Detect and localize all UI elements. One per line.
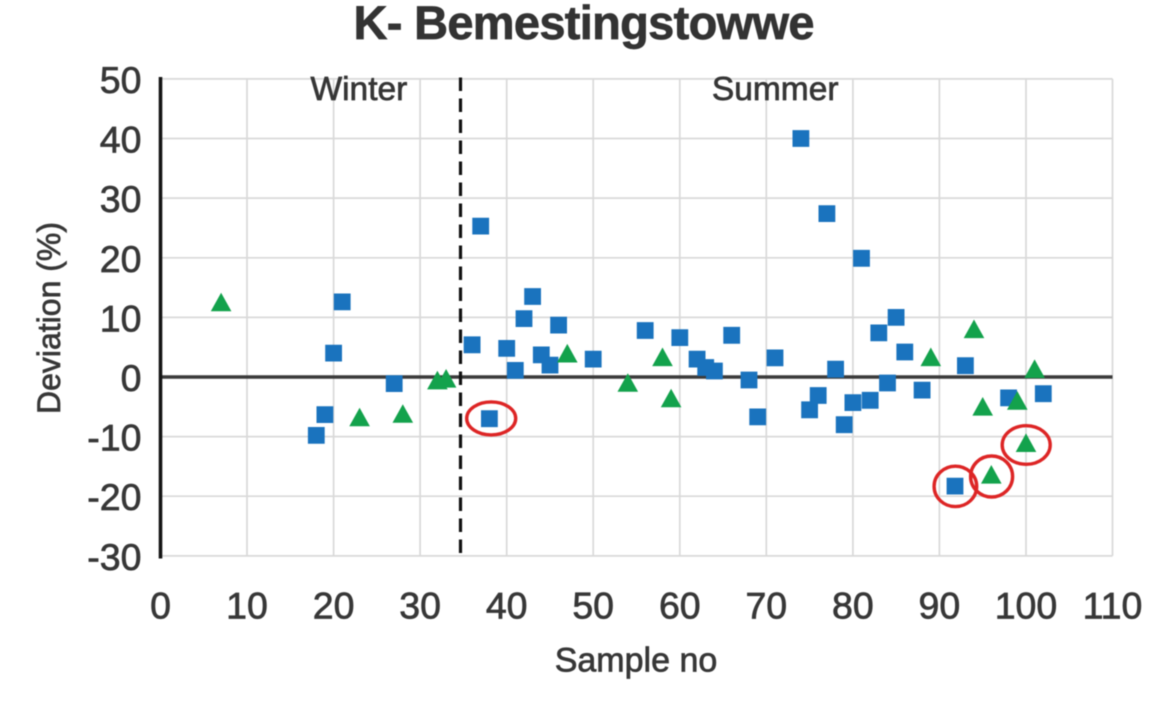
svg-text:20: 20 (313, 585, 355, 627)
svg-text:-10: -10 (87, 417, 141, 459)
svg-text:20: 20 (100, 238, 142, 280)
svg-text:60: 60 (659, 585, 701, 627)
svg-text:30: 30 (399, 585, 441, 627)
svg-text:10: 10 (100, 297, 142, 339)
svg-text:K- Bemestingstowwe: K- Bemestingstowwe (354, 0, 815, 49)
svg-text:0: 0 (121, 357, 142, 399)
svg-text:Sample no: Sample no (555, 642, 718, 680)
svg-text:10: 10 (226, 585, 268, 627)
svg-text:110: 110 (1083, 585, 1143, 627)
svg-text:90: 90 (919, 585, 961, 627)
svg-text:30: 30 (100, 178, 142, 220)
svg-text:Winter: Winter (311, 71, 408, 108)
svg-text:Summer: Summer (712, 71, 839, 108)
svg-text:100: 100 (995, 585, 1058, 627)
svg-text:-20: -20 (87, 476, 141, 518)
svg-text:70: 70 (745, 585, 787, 627)
svg-text:-30: -30 (87, 536, 141, 578)
svg-text:Deviation (%): Deviation (%) (31, 222, 67, 414)
svg-text:50: 50 (100, 59, 142, 101)
svg-text:0: 0 (150, 585, 171, 627)
svg-text:40: 40 (100, 119, 142, 161)
svg-text:50: 50 (572, 585, 614, 627)
svg-text:80: 80 (832, 585, 874, 627)
svg-text:40: 40 (486, 585, 528, 627)
